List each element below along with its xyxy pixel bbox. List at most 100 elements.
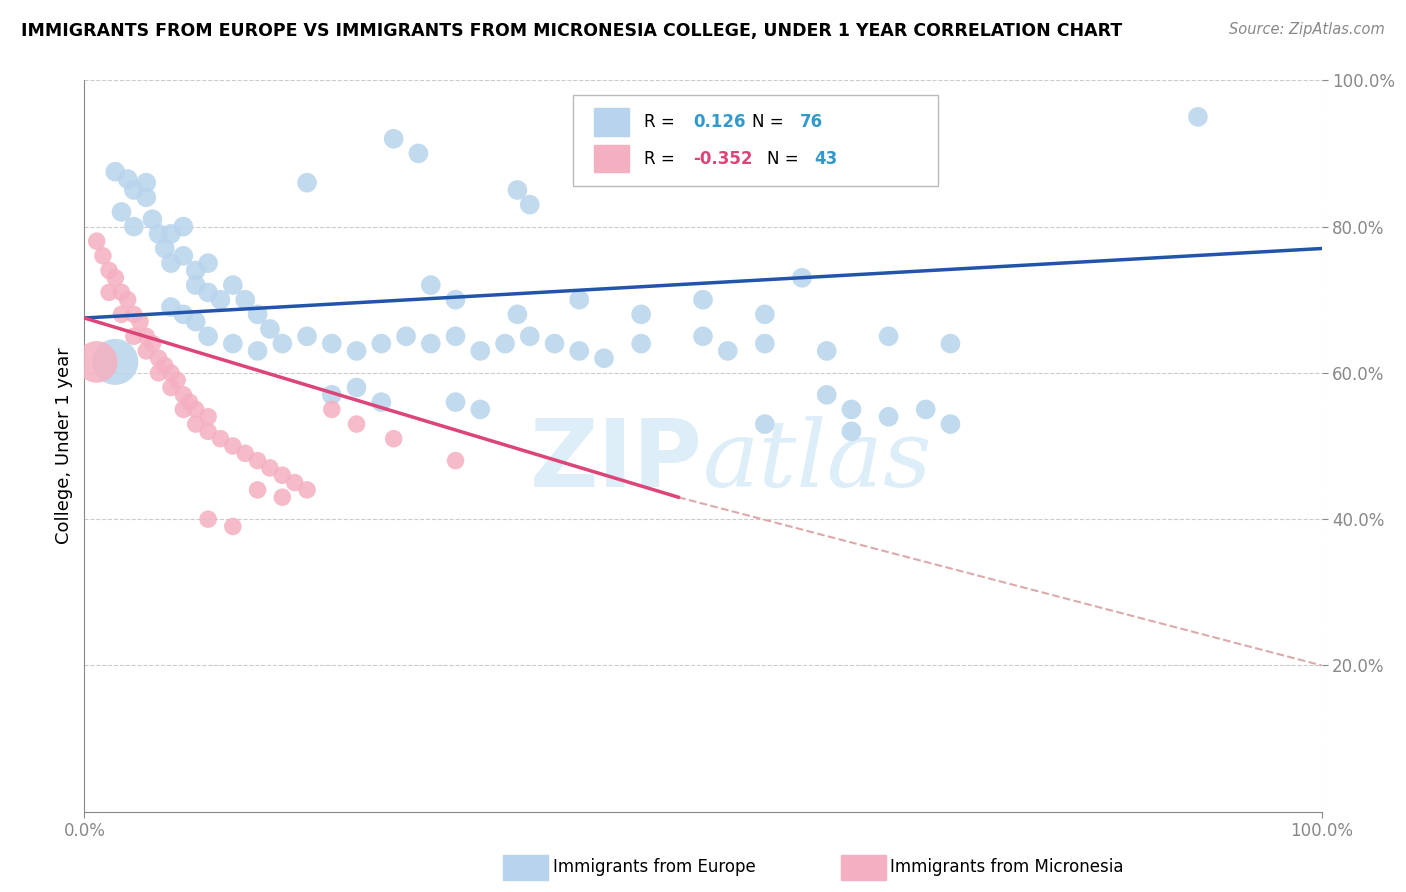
Text: IMMIGRANTS FROM EUROPE VS IMMIGRANTS FROM MICRONESIA COLLEGE, UNDER 1 YEAR CORRE: IMMIGRANTS FROM EUROPE VS IMMIGRANTS FRO… (21, 22, 1122, 40)
Text: Source: ZipAtlas.com: Source: ZipAtlas.com (1229, 22, 1385, 37)
Point (222, 519, 245, 533)
Point (179, 395, 201, 409)
Point (104, 164, 127, 178)
Point (877, 409, 900, 424)
Point (160, 300, 183, 314)
Point (444, 293, 467, 307)
Point (129, 315, 152, 329)
Point (568, 343, 591, 358)
Point (321, 388, 343, 402)
Point (172, 249, 194, 263)
Point (259, 461, 281, 475)
Point (141, 336, 163, 351)
Point (284, 475, 307, 490)
Text: N =: N = (752, 113, 789, 131)
Point (939, 417, 962, 431)
Point (160, 366, 183, 380)
Point (444, 453, 467, 467)
Point (717, 343, 740, 358)
Point (86, 355, 108, 369)
Point (197, 285, 219, 300)
Point (122, 307, 145, 321)
Point (382, 132, 405, 146)
Point (271, 490, 294, 504)
Text: 43: 43 (814, 150, 838, 168)
Point (222, 336, 245, 351)
Point (346, 380, 368, 394)
Point (815, 388, 838, 402)
Point (184, 315, 207, 329)
Point (172, 219, 194, 234)
Point (370, 336, 392, 351)
Point (122, 219, 145, 234)
Point (914, 402, 936, 417)
Point (135, 343, 157, 358)
Point (160, 380, 183, 394)
Point (568, 293, 591, 307)
Point (184, 263, 207, 277)
Text: R =: R = (644, 150, 679, 168)
Point (104, 355, 127, 369)
Point (122, 183, 145, 197)
Point (172, 388, 194, 402)
Point (246, 483, 269, 497)
Point (346, 417, 368, 431)
Point (197, 409, 219, 424)
Y-axis label: College, Under 1 year: College, Under 1 year (55, 348, 73, 544)
Text: atlas: atlas (703, 416, 932, 506)
Point (86, 234, 108, 248)
Point (197, 425, 219, 439)
Point (153, 359, 176, 373)
Point (166, 373, 188, 387)
Point (246, 453, 269, 467)
Point (543, 336, 565, 351)
Point (117, 293, 139, 307)
Point (470, 343, 492, 358)
Point (184, 417, 207, 431)
Point (209, 432, 232, 446)
Point (419, 278, 441, 293)
Point (197, 256, 219, 270)
Point (419, 336, 441, 351)
Point (692, 293, 714, 307)
Point (939, 336, 962, 351)
Text: N =: N = (768, 150, 804, 168)
Point (153, 242, 176, 256)
Point (321, 402, 343, 417)
Point (408, 146, 430, 161)
Point (841, 402, 863, 417)
Point (135, 176, 157, 190)
Point (470, 402, 492, 417)
Point (877, 329, 900, 343)
Bar (595, 108, 628, 136)
Point (222, 278, 245, 293)
Point (395, 329, 418, 343)
Point (172, 307, 194, 321)
Text: -0.352: -0.352 (693, 150, 752, 168)
Point (160, 256, 183, 270)
Point (519, 197, 541, 211)
Point (148, 227, 170, 241)
Point (197, 512, 219, 526)
Text: 76: 76 (800, 113, 823, 131)
Point (841, 425, 863, 439)
Point (370, 395, 392, 409)
Point (135, 190, 157, 204)
Point (209, 293, 232, 307)
Point (1187, 110, 1209, 124)
Point (593, 351, 616, 366)
Point (117, 172, 139, 186)
Point (197, 329, 219, 343)
Point (184, 278, 207, 293)
Point (295, 329, 318, 343)
Point (444, 329, 467, 343)
Point (222, 439, 245, 453)
Point (233, 293, 256, 307)
Point (246, 307, 269, 321)
Point (91, 249, 114, 263)
Point (98, 285, 121, 300)
Point (692, 329, 714, 343)
Point (148, 351, 170, 366)
Text: R =: R = (644, 113, 679, 131)
FancyBboxPatch shape (574, 95, 938, 186)
